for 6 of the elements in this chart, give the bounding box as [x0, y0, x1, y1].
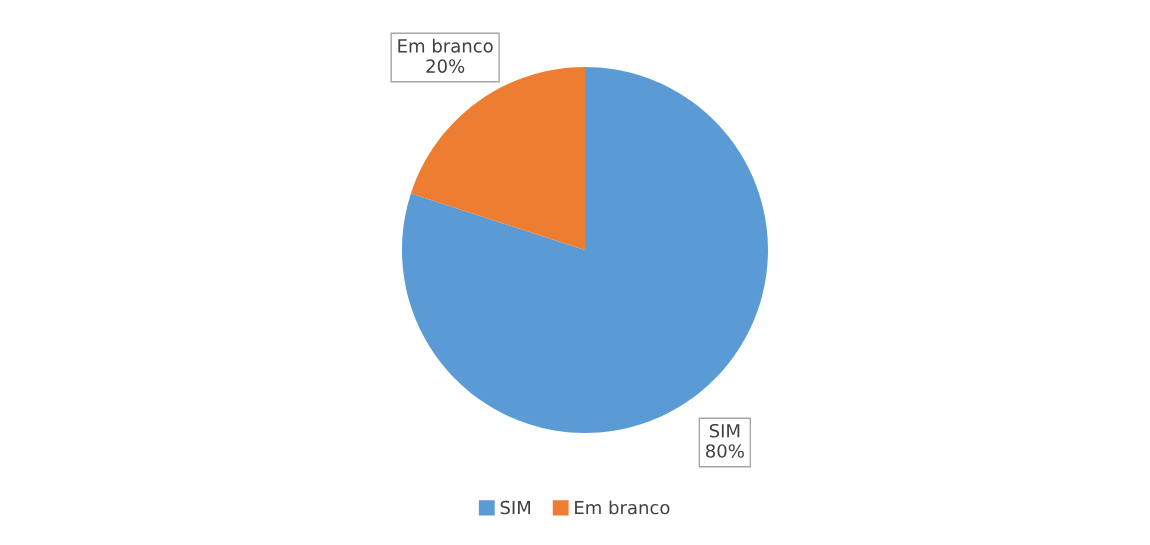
slice-label: SIM — [709, 423, 740, 438]
data-label: 80% — [705, 444, 744, 458]
legend-label: SIM — [500, 500, 531, 515]
data-label: 20% — [426, 59, 465, 73]
legend-label: Em branco — [575, 500, 670, 515]
slice-label: Em branco — [398, 38, 493, 53]
